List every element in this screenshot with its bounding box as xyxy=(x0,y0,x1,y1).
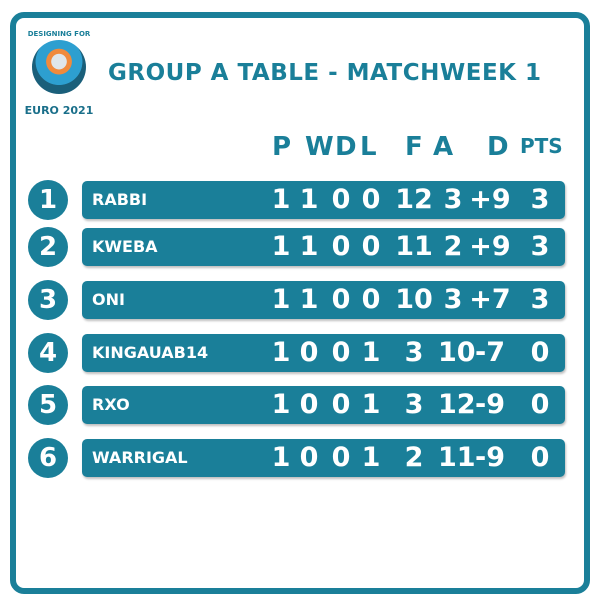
cell-f: 3 xyxy=(404,337,424,368)
team-bar: RABBI 1 1 0 0 12 3 +9 3 xyxy=(82,181,565,219)
position-badge: 3 xyxy=(28,280,68,320)
cell-gd: +7 xyxy=(469,284,511,315)
cell-pts: 0 xyxy=(530,442,550,473)
table-row: 1 RABBI 1 1 0 0 12 3 +9 3 xyxy=(0,180,600,220)
position-badge: 2 xyxy=(28,227,68,267)
cell-d: 0 xyxy=(331,442,351,473)
cell-gd: -7 xyxy=(475,337,505,368)
cell-pts: 0 xyxy=(530,389,550,420)
header-points: PTS xyxy=(520,134,563,158)
logo-top-text: DESIGNING FOR xyxy=(27,30,91,38)
cell-p: 1 xyxy=(271,337,291,368)
cell-p: 1 xyxy=(271,442,291,473)
cell-a: 3 xyxy=(443,284,463,315)
cell-l: 0 xyxy=(361,284,381,315)
team-bar: KINGAUAB14 1 0 0 1 3 10 -7 0 xyxy=(82,334,565,372)
cell-f: 2 xyxy=(404,442,424,473)
cell-pts: 3 xyxy=(530,231,550,262)
team-name: KWEBA xyxy=(92,237,158,256)
team-bar: KWEBA 1 1 0 0 11 2 +9 3 xyxy=(82,228,565,266)
header-lost: L xyxy=(360,132,377,162)
table-row: 4 KINGAUAB14 1 0 0 1 3 10 -7 0 xyxy=(0,333,600,373)
cell-l: 1 xyxy=(361,337,381,368)
cell-pts: 0 xyxy=(530,337,550,368)
cell-a: 3 xyxy=(443,184,463,215)
cell-d: 0 xyxy=(331,231,351,262)
logo-bottom-text: EURO 2021 xyxy=(24,104,94,117)
cell-l: 1 xyxy=(361,442,381,473)
cell-pts: 3 xyxy=(530,184,550,215)
position-badge: 6 xyxy=(28,438,68,478)
table-row: 6 WARRIGAL 1 0 0 1 2 11 -9 0 xyxy=(0,438,600,478)
cell-p: 1 xyxy=(271,231,291,262)
team-name: KINGAUAB14 xyxy=(92,343,209,362)
cell-gd: +9 xyxy=(469,231,511,262)
cell-f: 12 xyxy=(395,184,433,215)
cell-l: 0 xyxy=(361,231,381,262)
team-bar: WARRIGAL 1 0 0 1 2 11 -9 0 xyxy=(82,439,565,477)
header-drawn: D xyxy=(335,132,357,162)
cell-gd: -9 xyxy=(475,389,505,420)
cell-f: 10 xyxy=(395,284,433,315)
header-for: F xyxy=(405,132,423,162)
cell-p: 1 xyxy=(271,389,291,420)
cell-p: 1 xyxy=(271,184,291,215)
cell-l: 1 xyxy=(361,389,381,420)
header-won: W xyxy=(305,132,334,162)
cell-d: 0 xyxy=(331,284,351,315)
position-badge: 4 xyxy=(28,333,68,373)
cell-a: 12 xyxy=(438,389,476,420)
team-bar: RXO 1 0 0 1 3 12 -9 0 xyxy=(82,386,565,424)
cell-l: 0 xyxy=(361,184,381,215)
position-badge: 5 xyxy=(28,385,68,425)
table-row: 5 RXO 1 0 0 1 3 12 -9 0 xyxy=(0,385,600,425)
header-played: P xyxy=(272,132,292,162)
cell-a: 10 xyxy=(438,337,476,368)
cell-gd: -9 xyxy=(475,442,505,473)
cell-d: 0 xyxy=(331,184,351,215)
cell-f: 3 xyxy=(404,389,424,420)
cell-w: 0 xyxy=(299,442,319,473)
cell-p: 1 xyxy=(271,284,291,315)
cell-pts: 3 xyxy=(530,284,550,315)
cell-f: 11 xyxy=(395,231,433,262)
cell-w: 1 xyxy=(299,184,319,215)
cell-d: 0 xyxy=(331,389,351,420)
cell-w: 1 xyxy=(299,231,319,262)
team-name: ONI xyxy=(92,290,125,309)
position-badge: 1 xyxy=(28,180,68,220)
cell-w: 0 xyxy=(299,337,319,368)
cell-d: 0 xyxy=(331,337,351,368)
page-title: GROUP A TABLE - MATCHWEEK 1 xyxy=(108,60,542,86)
team-name: RABBI xyxy=(92,190,148,209)
header-against: A xyxy=(433,132,454,162)
team-name: RXO xyxy=(92,395,130,414)
cell-w: 1 xyxy=(299,284,319,315)
table-row: 3 ONI 1 1 0 0 10 3 +7 3 xyxy=(0,280,600,320)
cell-a: 11 xyxy=(438,442,476,473)
cell-w: 0 xyxy=(299,389,319,420)
cell-gd: +9 xyxy=(469,184,511,215)
trophy-emblem-icon xyxy=(32,40,86,94)
team-bar: ONI 1 1 0 0 10 3 +7 3 xyxy=(82,281,565,319)
team-name: WARRIGAL xyxy=(92,448,188,467)
header-goal-difference: D xyxy=(487,132,509,162)
table-row: 2 KWEBA 1 1 0 0 11 2 +9 3 xyxy=(0,227,600,267)
cell-a: 2 xyxy=(443,231,463,262)
euro-2021-logo: DESIGNING FOR EURO 2021 xyxy=(24,30,94,120)
